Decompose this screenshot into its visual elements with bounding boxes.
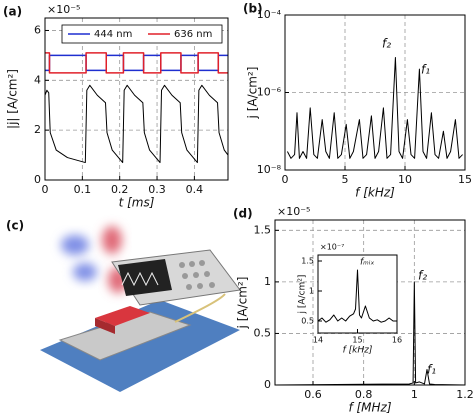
x-axis-label: f [MHz]: [348, 401, 391, 415]
x-tick-label: 10: [398, 173, 412, 186]
x-tick-label: 0.8: [355, 388, 373, 401]
cable: [174, 293, 226, 323]
panel-label: (a): [3, 5, 22, 19]
annotation: f₁: [427, 363, 436, 377]
legend-box: [61, 24, 223, 44]
axes-frame: [284, 14, 466, 171]
data-line: [44, 84, 229, 164]
blue-beam: [73, 263, 97, 281]
y-tick-label: 1: [309, 287, 314, 296]
data-line: [45, 52, 228, 74]
y-tick-label: 10⁻⁴: [257, 8, 282, 21]
scope-knobs: [179, 260, 215, 290]
x-tick-label: 16: [392, 336, 402, 345]
y-tick-label: 10⁻⁶: [257, 86, 282, 99]
illustration: (c): [6, 219, 241, 392]
axis-multiplier: ×10⁻⁷: [320, 243, 344, 252]
x-axis-label: f [kHz]: [355, 186, 395, 200]
blue-beam: [61, 235, 89, 255]
x-tick-label: 0.4: [186, 183, 204, 196]
y-tick-label: 1.5: [254, 223, 272, 236]
x-tick-label: 1: [411, 388, 418, 401]
y-tick-label: 2: [34, 123, 41, 136]
y-tick-label: 10⁻⁸: [257, 163, 282, 176]
y-axis-label: j [A/cm²]: [236, 277, 250, 330]
axes-frame: [44, 17, 229, 181]
panel-label: (b): [243, 2, 263, 16]
y-tick-label: 4: [34, 73, 41, 86]
axes-frame: [274, 219, 466, 386]
y-tick-label: 1: [264, 275, 271, 288]
y-tick-label: 6: [34, 23, 41, 36]
panel: 14 15 16 0.5 1 1.5 f [kHz] j [A/cm²] ×10⁻⁷ fₘᵢₓ: [298, 243, 403, 356]
x-tick-label: 0: [282, 173, 289, 186]
panel-label: (c): [6, 219, 24, 233]
legend-label: 636 nm: [174, 29, 212, 40]
y-tick-label: 0: [264, 378, 271, 391]
scope-screen: [118, 259, 172, 296]
x-tick-label: 5: [342, 173, 349, 186]
y-axis-label: j [A/cm²]: [246, 67, 260, 120]
substrate: [40, 300, 240, 392]
x-tick-label: 1.2: [456, 388, 474, 401]
annotation: f₁: [421, 63, 430, 77]
panel-label: (d): [233, 207, 253, 221]
x-tick-label: 0.1: [74, 183, 92, 196]
plot-area: [285, 15, 465, 170]
axis-multiplier: ×10⁻⁵: [277, 205, 310, 218]
data-line: [317, 269, 397, 323]
x-tick-label: 14: [313, 336, 323, 345]
y-tick-label: 0.5: [254, 326, 272, 339]
axes-frame: [317, 254, 398, 334]
x-tick-label: 0.6: [304, 388, 322, 401]
y-axis-label: |j| [A/cm²]: [6, 69, 20, 129]
active-area: [95, 306, 150, 326]
annotation: f₂: [418, 269, 427, 283]
plot-area: [318, 255, 397, 333]
x-axis-label: t [ms]: [119, 196, 155, 210]
y-axis-label: j [A/cm²]: [298, 275, 308, 315]
active-area-side: [95, 318, 115, 334]
scope-trace: [121, 271, 159, 287]
panel: 0 5 10 15 10⁻⁸ 10⁻⁶ 10⁻⁴ f [kHz] j [A/cm²] (b) f₂ f…: [243, 2, 472, 200]
x-tick-label: 0.2: [111, 183, 129, 196]
x-axis-label: f [kHz]: [343, 345, 373, 355]
red-beam: [102, 226, 122, 254]
legend-label: 444 nm: [94, 29, 132, 40]
data-line: [286, 57, 463, 159]
x-tick-label: 0: [42, 183, 49, 196]
axis-multiplier: ×10⁻⁵: [47, 3, 80, 16]
x-tick-label: 15: [458, 173, 472, 186]
x-tick-label: 0.3: [148, 183, 166, 196]
panel: 0 0.1 0.2 0.3 0.4 0 2 4 6 t [ms] |j| [A/cm²] ×10⁻⁵ (…: [3, 3, 229, 210]
y-tick-label: 1.5: [301, 257, 314, 266]
x-tick-label: 15: [352, 336, 362, 345]
annotation: f₂: [382, 37, 391, 51]
y-tick-label: 0.5: [301, 317, 314, 326]
annotation: fₘᵢₓ: [360, 258, 374, 268]
data-line: [274, 281, 466, 386]
y-tick-label: 0: [34, 173, 41, 186]
